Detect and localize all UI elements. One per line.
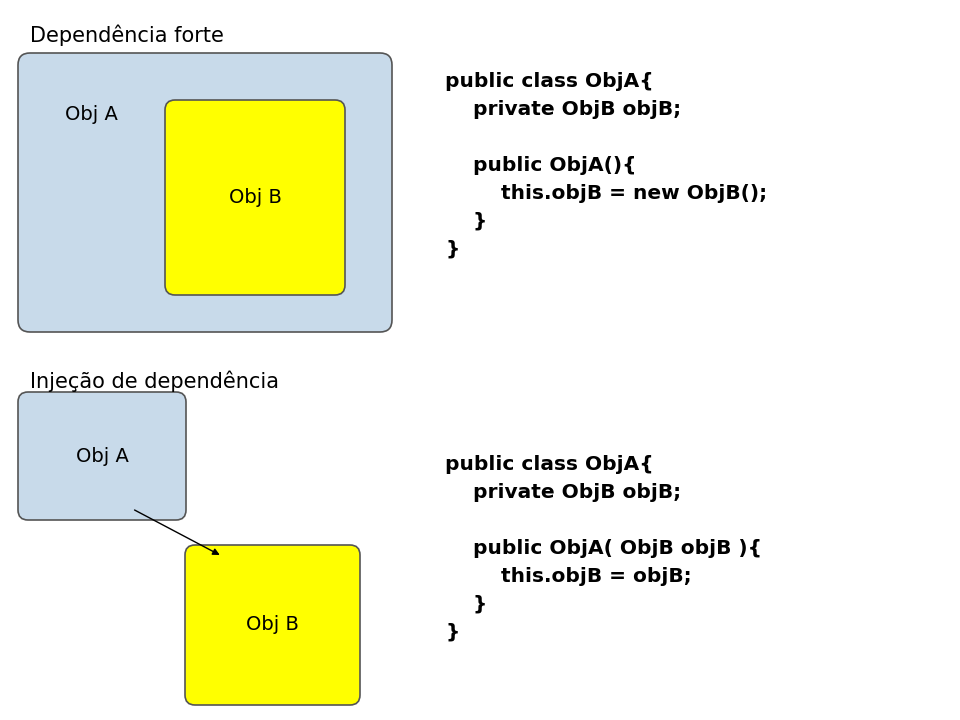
Text: Obj A: Obj A xyxy=(65,106,118,125)
FancyBboxPatch shape xyxy=(18,392,186,520)
Text: Obj B: Obj B xyxy=(228,188,281,207)
Text: public class ObjA{: public class ObjA{ xyxy=(445,455,654,474)
Text: }: } xyxy=(445,240,459,259)
Text: public ObjA(){: public ObjA(){ xyxy=(445,156,636,175)
Text: this.objB = new ObjB();: this.objB = new ObjB(); xyxy=(445,184,767,203)
Text: private ObjB objB;: private ObjB objB; xyxy=(445,483,682,502)
Text: }: } xyxy=(445,212,488,231)
Text: public class ObjA{: public class ObjA{ xyxy=(445,72,654,91)
Text: public ObjA( ObjB objB ){: public ObjA( ObjB objB ){ xyxy=(445,539,762,558)
FancyBboxPatch shape xyxy=(185,545,360,705)
FancyBboxPatch shape xyxy=(18,53,392,332)
Text: Obj B: Obj B xyxy=(246,616,299,634)
FancyBboxPatch shape xyxy=(165,100,345,295)
Text: }: } xyxy=(445,623,459,642)
Text: Injeção de dependência: Injeção de dependência xyxy=(30,370,279,392)
Text: Dependência forte: Dependência forte xyxy=(30,25,224,47)
Text: this.objB = objB;: this.objB = objB; xyxy=(445,567,691,586)
Text: Obj A: Obj A xyxy=(76,446,129,466)
Text: }: } xyxy=(445,595,488,614)
Text: private ObjB objB;: private ObjB objB; xyxy=(445,100,682,119)
